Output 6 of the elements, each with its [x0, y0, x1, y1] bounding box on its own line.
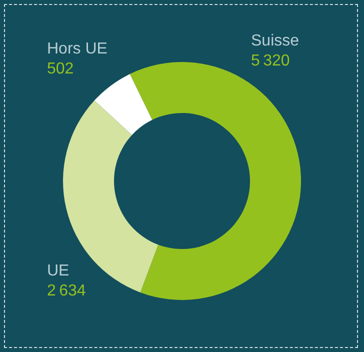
- slice-label: Suisse: [251, 32, 300, 50]
- data-label: 502: [47, 60, 74, 78]
- slice-label: Hors UE: [47, 40, 108, 58]
- data-label: 2 634: [47, 282, 86, 300]
- data-label: 5 320: [251, 52, 290, 70]
- slice-label: UE: [47, 262, 70, 280]
